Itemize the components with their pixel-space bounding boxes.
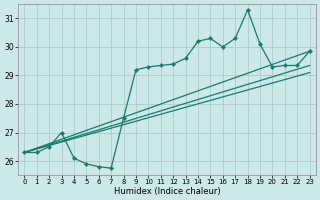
X-axis label: Humidex (Indice chaleur): Humidex (Indice chaleur) xyxy=(114,187,220,196)
